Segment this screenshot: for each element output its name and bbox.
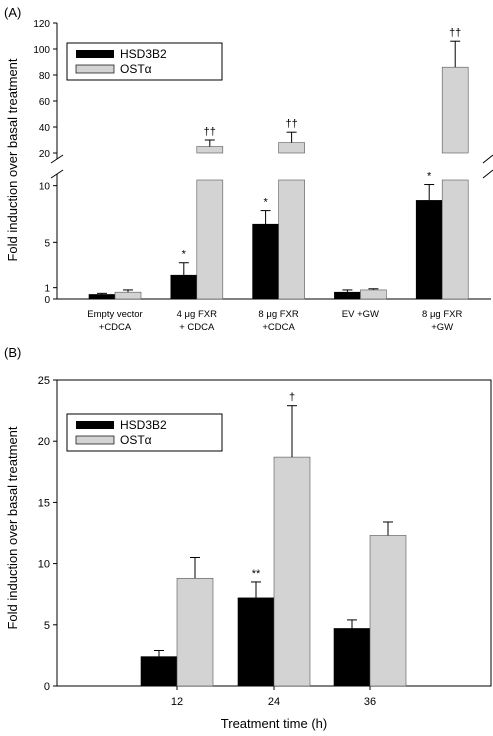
panel-a-significance-mark: * — [263, 197, 268, 209]
panel-a-category-label: EV +GW — [342, 309, 379, 320]
panel-a-bar — [278, 142, 305, 154]
panel-a-significance-mark: †† — [204, 126, 216, 138]
panel-a-category-label: Empty vector — [87, 309, 142, 320]
panel-a-legend: HSD3B2 OSTα — [66, 42, 223, 81]
panel-b-xtick-label: 24 — [268, 696, 280, 708]
panel-a-ytick-label: 5 — [44, 238, 50, 249]
panel-a-bar — [252, 223, 279, 300]
panel-a-ytick-label: 10 — [39, 182, 51, 193]
panel-a-significance-mark: * — [427, 171, 432, 183]
panel-b-legend-swatch-osta — [75, 435, 115, 445]
panel-a-legend-box — [66, 42, 223, 81]
panel-a-ytick-label: 1 — [44, 284, 50, 295]
panel-a-bar — [114, 291, 142, 300]
panel-a-category-label: 8 μg FXR — [258, 309, 298, 320]
panel-b-xlabel: Treatment time (h) — [221, 716, 327, 731]
panel-a-ytick-label: 20 — [39, 149, 51, 160]
panel-a-bar-lower-segment — [278, 179, 305, 300]
panel-b-ytick-label: 15 — [38, 497, 50, 509]
panel-b-bar — [369, 535, 407, 687]
panel-b-significance-mark: ** — [252, 568, 261, 580]
panel-a-bar-lower-segment — [441, 179, 469, 300]
panel-b-ylabel: Fold induction over basal treatment — [5, 426, 20, 629]
panel-b-ytick-label: 25 — [38, 375, 50, 387]
panel-b-bar — [176, 577, 214, 687]
panel-a-ytick-label: 40 — [39, 123, 51, 134]
panel-a-xlabels: Empty vector +CDCA 4 μg FXR + CDCA 8 μg FXR +… — [87, 309, 462, 333]
panel-a-category-label: 4 μg FXR — [177, 309, 217, 320]
panel-b-legend-label-osta: OSTα — [120, 433, 152, 447]
panel-a-significance-mark: †† — [449, 27, 461, 39]
panel-b-ytick-label: 0 — [44, 681, 50, 693]
panel-b-label: (B) — [4, 345, 21, 360]
panel-a-ytick-label: 120 — [33, 19, 50, 30]
panel-a-bar — [170, 274, 198, 300]
panel-a: (A) Fold induction over basal treatment … — [4, 5, 493, 333]
panel-b-ytick-label: 5 — [44, 620, 50, 632]
panel-a-legend-label-hsd3b2: HSD3B2 — [120, 47, 167, 61]
panel-b-xtick-label: 36 — [364, 696, 376, 708]
panel-b-ytick-label: 10 — [38, 559, 50, 571]
panel-a-ytick-label: 60 — [39, 97, 51, 108]
panel-b-ytick-label: 20 — [38, 436, 50, 448]
panel-a-bar — [360, 289, 387, 300]
panel-a-legend-swatch-hsd3b2 — [76, 50, 114, 58]
panel-a-category-label: + CDCA — [179, 322, 215, 333]
panel-b-legend: HSD3B2 OSTα — [66, 413, 223, 452]
panel-a-legend-label-osta: OSTα — [120, 62, 152, 76]
panel-a-bar — [334, 291, 361, 300]
panel-b-bar — [333, 628, 371, 687]
panel-a-bar — [196, 146, 224, 154]
panel-b-bar — [273, 456, 311, 687]
panel-a-break-mark-right-2 — [482, 169, 493, 179]
panel-a-category-label: +CDCA — [99, 322, 132, 333]
panel-b-bar — [237, 597, 275, 687]
panel-b: (B) Fold induction over basal treatment … — [4, 345, 492, 731]
panel-a-bar — [441, 66, 469, 154]
panel-a-break-mark-left-1 — [50, 154, 64, 164]
panel-a-ytick-label: 100 — [33, 45, 50, 56]
panel-b-bar — [140, 656, 178, 687]
panel-a-bar — [88, 294, 116, 300]
panel-a-legend-swatch-osta — [75, 64, 115, 74]
panel-a-break-mark-left-2 — [50, 169, 64, 179]
panel-a-category-label: +GW — [431, 322, 453, 333]
panel-a-significance-mark: †† — [285, 118, 297, 130]
panel-a-bar — [415, 200, 443, 300]
panel-b-xtick-label: 12 — [171, 696, 183, 708]
panel-a-break-mark-right-1 — [482, 154, 493, 164]
panel-a-category-label: 8 μg FXR — [422, 309, 462, 320]
panel-b-significance-mark: † — [289, 392, 295, 404]
panel-b-legend-label-hsd3b2: HSD3B2 — [120, 418, 167, 432]
panel-a-bars: * †† * †† * †† — [88, 27, 469, 300]
panel-a-label: (A) — [4, 5, 21, 20]
panel-a-significance-mark: * — [182, 249, 187, 261]
panel-a-ytick-label: 80 — [39, 71, 51, 82]
panel-b-legend-box — [66, 413, 223, 452]
panel-b-legend-swatch-hsd3b2 — [76, 421, 114, 429]
panel-a-category-label: +CDCA — [262, 322, 295, 333]
panel-a-bar-lower-segment — [196, 179, 224, 300]
panel-b-bars: ** † — [140, 392, 407, 687]
panel-a-ylabel: Fold induction over basal treatment — [5, 58, 20, 261]
panel-a-ytick-label: 0 — [44, 295, 50, 306]
